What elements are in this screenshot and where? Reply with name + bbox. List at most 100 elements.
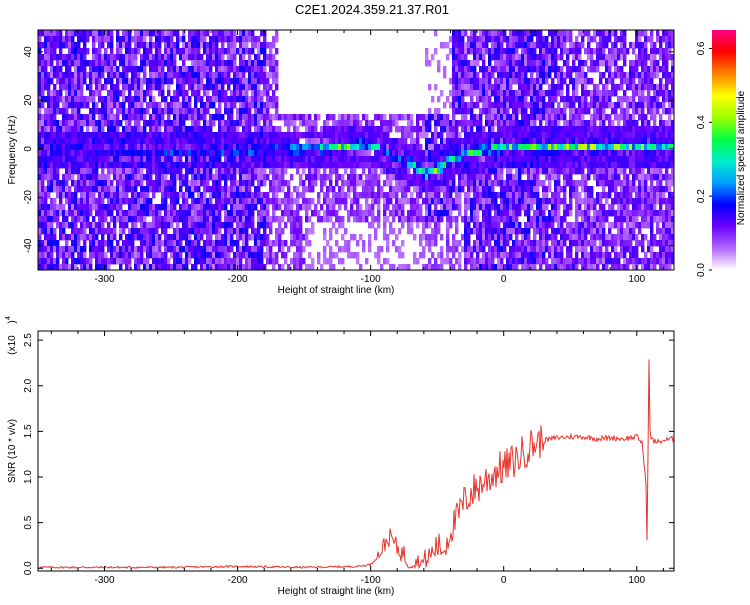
heatmap-cell: [488, 54, 492, 61]
heatmap-cell: [428, 186, 432, 193]
heatmap-cell: [323, 228, 327, 235]
heatmap-cell: [485, 162, 489, 169]
heatmap-cell: [224, 264, 228, 270]
heatmap-cell: [224, 258, 228, 265]
heatmap-cell: [269, 252, 273, 259]
heatmap-cell: [536, 210, 540, 217]
heatmap-cell: [242, 132, 246, 139]
heatmap-cell: [185, 174, 189, 181]
heatmap-cell: [515, 246, 519, 253]
heatmap-cell: [464, 210, 468, 217]
heatmap-cell: [263, 216, 267, 223]
heatmap-cell: [101, 162, 105, 169]
heatmap-cell: [503, 234, 507, 241]
heatmap-cell: [116, 120, 120, 127]
heatmap-cell: [215, 234, 219, 241]
heatmap-cell: [362, 246, 366, 253]
heatmap-cell: [506, 222, 510, 229]
heatmap-cell: [239, 120, 243, 127]
heatmap-cell: [206, 102, 210, 109]
heatmap-cell: [359, 162, 363, 169]
heatmap-cell: [137, 198, 141, 205]
heatmap-cell: [518, 96, 522, 103]
heatmap-cell: [140, 162, 144, 169]
heatmap-cell: [236, 204, 240, 211]
heatmap-cell: [356, 198, 360, 205]
heatmap-cell: [116, 150, 120, 157]
heatmap-cell: [509, 216, 513, 223]
heatmap-cell: [74, 240, 78, 247]
heatmap-cell: [149, 126, 153, 133]
heatmap-cell: [89, 114, 93, 121]
heatmap-cell: [77, 150, 81, 157]
heatmap-cell: [434, 216, 438, 223]
heatmap-cell: [191, 264, 195, 270]
heatmap-cell: [281, 132, 285, 139]
heatmap-cell: [215, 54, 219, 61]
heatmap-cell: [224, 234, 228, 241]
heatmap-cell: [182, 102, 186, 109]
heatmap-cell: [158, 114, 162, 121]
heatmap-cell: [470, 36, 474, 43]
heatmap-cell: [86, 126, 90, 133]
heatmap-cell: [110, 108, 114, 115]
heatmap-cell: [47, 222, 51, 229]
heatmap-cell: [107, 258, 111, 265]
heatmap-cell: [218, 96, 222, 103]
heatmap-cell: [434, 168, 438, 175]
heatmap-cell: [269, 216, 273, 223]
heatmap-cell: [434, 126, 438, 133]
heatmap-cell: [218, 84, 222, 91]
heatmap-cell: [38, 96, 42, 103]
heatmap-cell: [152, 162, 156, 169]
heatmap-cell: [383, 192, 387, 199]
heatmap-cell: [50, 78, 54, 85]
heatmap-cell: [227, 30, 231, 37]
heatmap-cell: [335, 192, 339, 199]
heatmap-cell: [47, 60, 51, 67]
heatmap-cell: [80, 204, 84, 211]
heatmap-cell: [185, 186, 189, 193]
heatmap-cell: [431, 174, 435, 181]
heatmap-cell: [143, 36, 147, 43]
heatmap-cell: [224, 48, 228, 55]
heatmap-cell: [296, 210, 300, 217]
heatmap-cell: [356, 156, 360, 163]
heatmap-cell: [425, 192, 429, 199]
heatmap-cell: [134, 138, 138, 145]
heatmap-cell: [161, 258, 165, 265]
heatmap-cell: [47, 138, 51, 145]
heatmap-cell: [266, 198, 270, 205]
heatmap-cell: [455, 186, 459, 193]
heatmap-cell: [209, 162, 213, 169]
heatmap-cell: [104, 150, 108, 157]
heatmap-cell: [272, 192, 276, 199]
heatmap-cell: [290, 120, 294, 127]
heatmap-cell: [470, 156, 474, 163]
heatmap-cell: [509, 102, 513, 109]
heatmap-cell: [509, 84, 513, 91]
heatmap-cell: [443, 42, 447, 49]
heatmap-cell: [515, 126, 519, 133]
heatmap-cell: [155, 102, 159, 109]
heatmap-cell: [209, 252, 213, 259]
heatmap-cell: [281, 144, 285, 151]
heatmap-cell: [65, 114, 69, 121]
heatmap-cell: [278, 264, 282, 270]
heatmap-cell: [263, 60, 267, 67]
heatmap-cell: [197, 162, 201, 169]
heatmap-cell: [89, 168, 93, 175]
heatmap-cell: [509, 258, 513, 265]
heatmap-cell: [359, 144, 363, 151]
heatmap-cell: [230, 78, 234, 85]
heatmap-cell: [338, 198, 342, 205]
heatmap-cell: [320, 138, 324, 145]
heatmap-cell: [239, 42, 243, 49]
heatmap-cell: [491, 216, 495, 223]
heatmap-cell: [65, 72, 69, 79]
heatmap-cell: [482, 258, 486, 265]
heatmap-cell: [245, 228, 249, 235]
heatmap-cell: [200, 102, 204, 109]
heatmap-cell: [236, 90, 240, 97]
heatmap-cell: [419, 126, 423, 133]
